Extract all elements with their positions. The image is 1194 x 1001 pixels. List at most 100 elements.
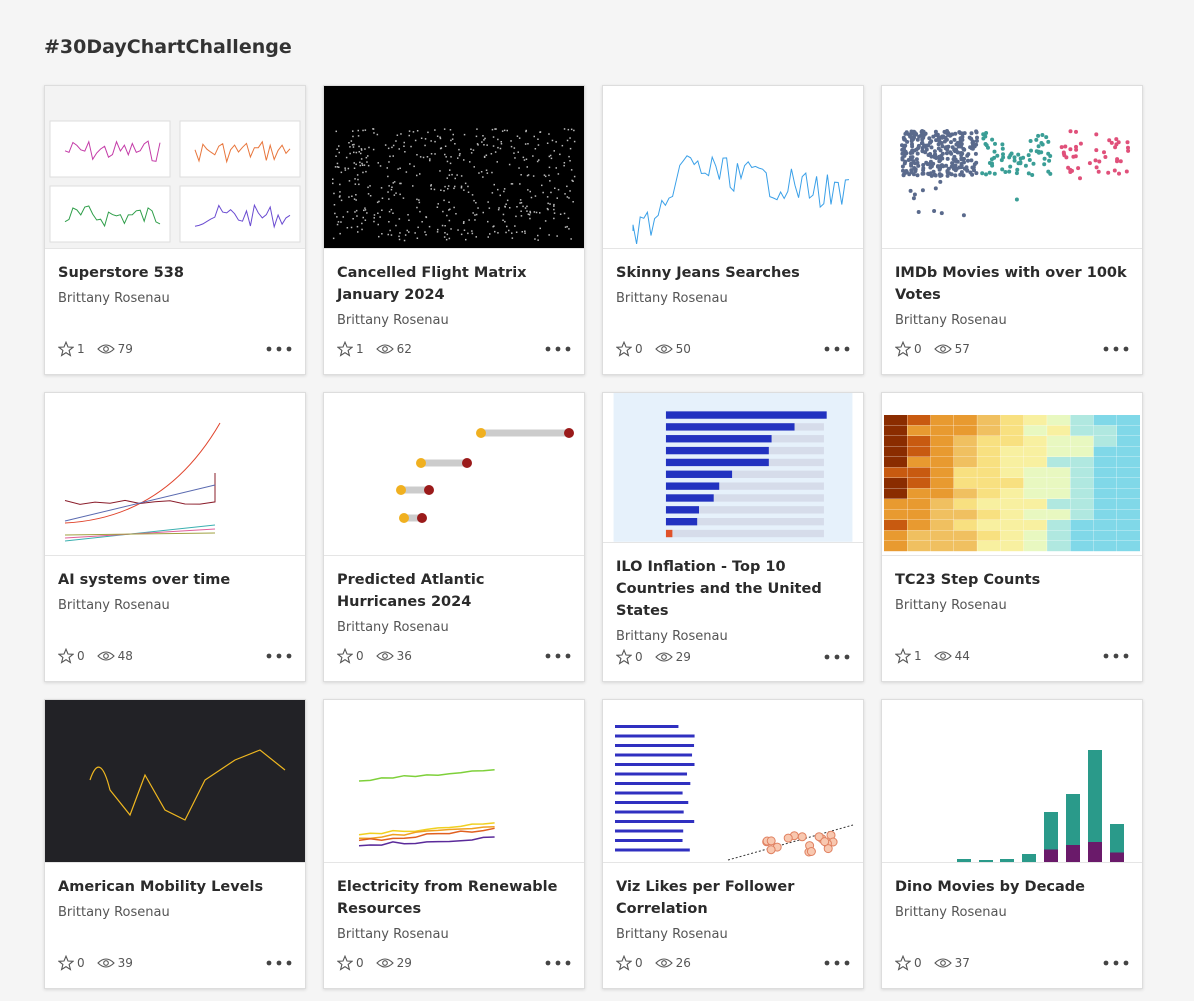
thumb-dot	[436, 135, 439, 137]
more-menu[interactable]	[266, 653, 292, 659]
more-menu[interactable]	[1103, 346, 1129, 352]
thumb-cell	[1093, 436, 1117, 447]
card-title[interactable]: Electricity from Renewable Resources	[337, 879, 558, 917]
thumbnail[interactable]	[882, 393, 1142, 556]
author[interactable]: Brittany Rosenau	[337, 620, 449, 635]
thumb-dot	[570, 169, 573, 171]
author[interactable]: Brittany Rosenau	[337, 313, 449, 328]
card[interactable]: Viz Likes per Follower Correlation Britta…	[602, 699, 864, 989]
favorite-icon[interactable]	[58, 955, 74, 971]
card-title[interactable]: ILO Inflation - Top 10 Countries and the…	[616, 558, 822, 619]
thumbnail[interactable]	[45, 393, 305, 556]
author[interactable]: Brittany Rosenau	[616, 291, 728, 306]
thumb-dot	[516, 206, 518, 208]
card-title[interactable]: Predicted Atlantic Hurricanes 2024	[337, 572, 485, 610]
thumb-dot	[569, 147, 572, 150]
thumb-dot	[916, 146, 921, 151]
favorite-icon[interactable]	[58, 648, 74, 664]
thumb-dot	[971, 166, 976, 170]
more-menu[interactable]	[545, 960, 571, 966]
author[interactable]: Brittany Rosenau	[895, 313, 1007, 328]
more-menu[interactable]	[266, 346, 292, 352]
thumbnail[interactable]	[324, 86, 584, 249]
thumb-cell	[1093, 530, 1117, 541]
card-title[interactable]: Skinny Jeans Searches	[616, 265, 800, 281]
more-menu[interactable]	[824, 960, 850, 966]
more-menu[interactable]	[545, 653, 571, 659]
thumbnail[interactable]	[603, 700, 863, 863]
author[interactable]: Brittany Rosenau	[58, 598, 170, 613]
more-menu[interactable]	[1103, 960, 1129, 966]
thumb-dot	[938, 135, 943, 140]
thumbnail[interactable]	[45, 86, 305, 249]
thumb-dot	[505, 231, 507, 234]
favorite-icon[interactable]	[337, 341, 353, 357]
card-title[interactable]: AI systems over time	[58, 572, 231, 588]
card[interactable]: Skinny Jeans Searches Brittany Rosenau 0 50	[602, 85, 864, 375]
thumb-dot	[823, 844, 833, 854]
author[interactable]: Brittany Rosenau	[337, 927, 449, 942]
favorite-icon[interactable]	[616, 341, 632, 357]
thumb-dot	[959, 142, 964, 146]
card[interactable]: Cancelled Flight Matrix January 2024 Brit…	[323, 85, 585, 375]
more-menu[interactable]	[824, 346, 850, 352]
more-menu[interactable]	[824, 654, 850, 660]
thumb-dot	[360, 152, 362, 155]
favorite-icon[interactable]	[58, 341, 74, 357]
card-title[interactable]: IMDb Movies with over 100k Votes	[895, 265, 1127, 303]
favorite-icon[interactable]	[895, 648, 911, 664]
card-title[interactable]: TC23 Step Counts	[895, 572, 1041, 588]
thumb-cell	[1117, 520, 1140, 531]
thumb-bar	[1088, 842, 1102, 862]
thumb-dot	[953, 163, 958, 168]
card[interactable]: Dino Movies by Decade Brittany Rosenau 0 37	[881, 699, 1143, 989]
thumb-dot	[533, 135, 535, 138]
thumb-dot	[472, 212, 474, 214]
thumb-dot	[909, 138, 914, 142]
thumbnail[interactable]	[45, 700, 305, 863]
author[interactable]: Brittany Rosenau	[58, 291, 170, 306]
card[interactable]: Electricity from Renewable Resources Brit…	[323, 699, 585, 989]
favorite-icon[interactable]	[895, 341, 911, 357]
thumbnail[interactable]	[324, 700, 584, 863]
thumbnail[interactable]	[324, 393, 584, 556]
thumb-dot	[1068, 129, 1073, 134]
thumb-cell	[884, 425, 907, 436]
author[interactable]: Brittany Rosenau	[616, 628, 728, 644]
card[interactable]: TC23 Step Counts Brittany Rosenau 1 44	[881, 392, 1143, 682]
card[interactable]: American Mobility Levels Brittany Rosenau…	[44, 699, 306, 989]
author[interactable]: Brittany Rosenau	[895, 598, 1007, 613]
card-title[interactable]: American Mobility Levels	[58, 879, 264, 895]
thumbnail[interactable]	[882, 86, 1142, 249]
thumbnail[interactable]	[882, 700, 1142, 863]
thumb-dot	[397, 168, 399, 170]
eye	[96, 651, 115, 661]
favorite-icon[interactable]	[337, 955, 353, 971]
thumb-dot	[434, 129, 436, 131]
pupil	[102, 346, 109, 352]
card[interactable]: Predicted Atlantic Hurricanes 2024 Britta…	[323, 392, 585, 682]
card-title[interactable]: Cancelled Flight Matrix January 2024	[337, 265, 527, 303]
thumb-dot	[359, 161, 361, 164]
more-menu[interactable]	[1103, 653, 1129, 659]
card-title[interactable]: Dino Movies by Decade	[895, 879, 1086, 895]
author[interactable]: Brittany Rosenau	[58, 905, 170, 920]
card[interactable]: ILO Inflation - Top 10 Countries and the…	[602, 392, 864, 682]
card[interactable]: AI systems over time Brittany Rosenau 0 48	[44, 392, 306, 682]
favorite-icon[interactable]	[616, 955, 632, 971]
thumbnail[interactable]	[603, 393, 863, 543]
card[interactable]: IMDb Movies with over 100k Votes Brittany…	[881, 85, 1143, 375]
favorite-icon[interactable]	[895, 955, 911, 971]
card[interactable]: Superstore 538 Brittany Rosenau 1 79	[44, 85, 306, 375]
thumb-cell	[1070, 488, 1094, 499]
favorite-icon[interactable]	[616, 648, 632, 665]
card-footer: 0 26	[603, 952, 863, 988]
more-menu[interactable]	[545, 346, 571, 352]
thumbnail[interactable]	[603, 86, 863, 249]
favorite-icon[interactable]	[337, 648, 353, 664]
author[interactable]: Brittany Rosenau	[895, 905, 1007, 920]
more-menu[interactable]	[266, 960, 292, 966]
author[interactable]: Brittany Rosenau	[616, 927, 728, 942]
card-title[interactable]: Superstore 538	[58, 265, 184, 281]
card-title[interactable]: Viz Likes per Follower Correlation	[616, 879, 795, 917]
